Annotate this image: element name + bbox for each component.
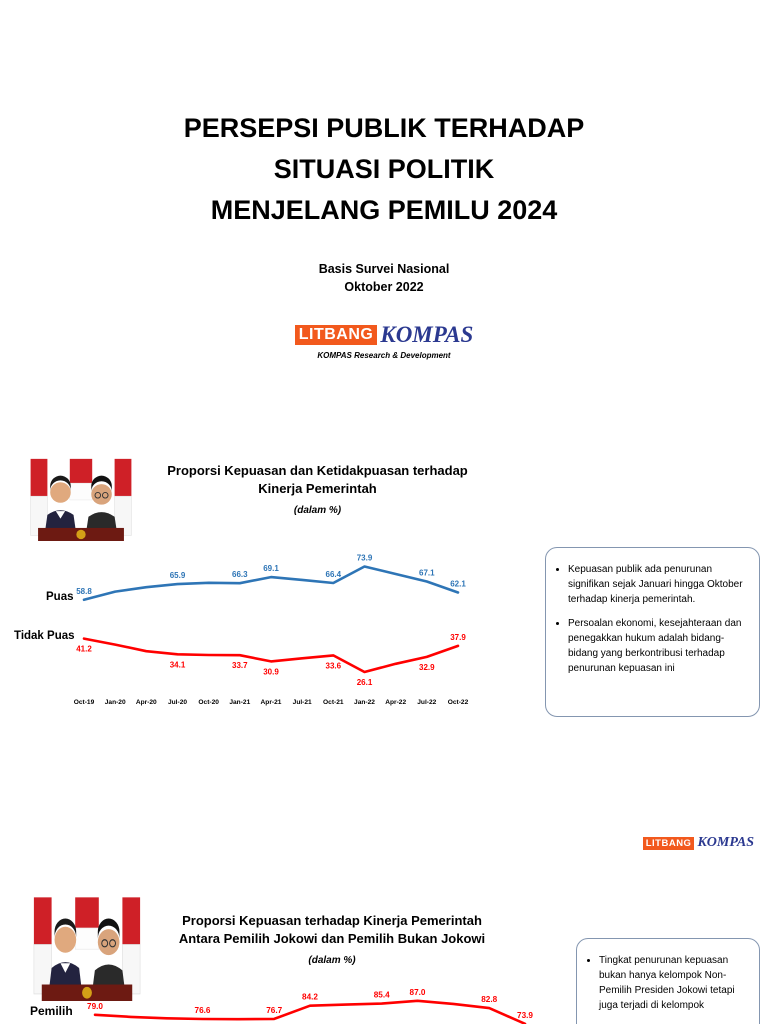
svg-text:87.0: 87.0	[410, 988, 426, 997]
svg-text:Oct-22: Oct-22	[448, 699, 469, 706]
svg-text:Jul-20: Jul-20	[168, 699, 187, 706]
satisfaction-line-chart: 58.8 65.9 66.3 69.1 66.4 73.9 67.1 62.1 41.2 34.1…	[74, 554, 469, 707]
cover-subtitle-line: Basis Survei Nasional	[318, 262, 450, 276]
note-item: Kepuasan publik ada penurunan signifikan…	[568, 562, 749, 607]
svg-text:85.4: 85.4	[374, 991, 390, 1000]
voters-chart-title: Proporsi Kepuasan terhadap Kinerja Pemer…	[148, 912, 516, 970]
note-item: Persoalan ekonomi, kesejahteraan dan pen…	[568, 616, 749, 676]
voters-note-box: Tingkat penurunan kepuasan bukan hanya k…	[576, 938, 760, 1024]
satisfaction-note-box: Kepuasan publik ada penurunan signifikan…	[545, 547, 760, 717]
svg-text:65.9: 65.9	[170, 571, 186, 580]
svg-text:Jan-21: Jan-21	[229, 699, 250, 706]
cover-title-line: PERSEPSI PUBLIK TERHADAP	[183, 113, 585, 143]
svg-text:41.2: 41.2	[76, 645, 92, 654]
svg-text:79.0: 79.0	[87, 1002, 103, 1011]
litbang-kompas-logo: LITBANG KOMPAS KOMPAS Research & Develop…	[0, 322, 768, 360]
litbang-logo-mark: LITBANG	[642, 836, 695, 850]
chart-title-line: Kinerja Pemerintah	[258, 481, 377, 496]
svg-text:32.9: 32.9	[419, 663, 435, 672]
svg-text:Oct-19: Oct-19	[74, 699, 95, 706]
svg-text:Jul-22: Jul-22	[417, 699, 436, 706]
svg-text:Jan-22: Jan-22	[354, 699, 375, 706]
svg-text:Apr-20: Apr-20	[136, 699, 157, 706]
cover-title-line: SITUASI POLITIK	[273, 154, 495, 184]
puas-series-label: Puas	[46, 591, 74, 603]
jokowi-maruf-illustration	[33, 897, 141, 1001]
svg-text:82.8: 82.8	[481, 995, 497, 1004]
tidak-puas-series-label: Tidak Puas	[14, 630, 75, 642]
jokowi-maruf-illustration	[30, 458, 132, 541]
cover-title: PERSEPSI PUBLIK TERHADAP SITUASI POLITIK…	[0, 108, 768, 231]
svg-text:66.3: 66.3	[232, 570, 248, 579]
logo-tagline: KOMPAS Research & Development	[317, 351, 451, 360]
voters-line-chart: 79.0 76.6 76.7 84.2 85.4 87.0 82.8 73.9	[87, 988, 533, 1024]
svg-text:Jul-21: Jul-21	[293, 699, 312, 706]
svg-text:67.1: 67.1	[419, 569, 435, 578]
chart-title-line: Proporsi Kepuasan dan Ketidakpuasan terh…	[167, 463, 468, 478]
chart-subtitle: (dalam %)	[293, 505, 342, 516]
svg-text:73.9: 73.9	[357, 554, 373, 563]
svg-text:Oct-21: Oct-21	[323, 699, 344, 706]
svg-text:58.8: 58.8	[76, 587, 92, 596]
svg-text:34.1: 34.1	[170, 660, 186, 669]
chart-title-line: Proporsi Kepuasan terhadap Kinerja Pemer…	[182, 913, 482, 928]
svg-text:84.2: 84.2	[302, 993, 318, 1002]
svg-text:76.6: 76.6	[195, 1006, 211, 1015]
cover-subtitle-line: Oktober 2022	[344, 280, 424, 294]
svg-text:33.7: 33.7	[232, 661, 248, 670]
kompas-wordmark: KOMPAS	[697, 835, 754, 850]
svg-text:33.6: 33.6	[326, 661, 342, 670]
svg-text:Apr-22: Apr-22	[385, 699, 406, 706]
satisfaction-chart-title: Proporsi Kepuasan dan Ketidakpuasan terh…	[140, 462, 495, 520]
cover-subtitle: Basis Survei Nasional Oktober 2022	[0, 260, 768, 296]
svg-text:73.9: 73.9	[517, 1011, 533, 1020]
kompas-wordmark: KOMPAS	[380, 322, 474, 347]
svg-text:69.1: 69.1	[263, 564, 279, 573]
svg-text:Apr-21: Apr-21	[261, 699, 282, 706]
svg-text:30.9: 30.9	[263, 667, 279, 676]
chart-subtitle: (dalam %)	[308, 955, 356, 966]
svg-text:76.7: 76.7	[266, 1006, 282, 1015]
chart-title-line: Antara Pemilih Jokowi dan Pemilih Bukan …	[178, 931, 486, 946]
svg-text:Jan-20: Jan-20	[105, 699, 126, 706]
svg-text:37.9: 37.9	[450, 633, 466, 642]
cover-title-line: MENJELANG PEMILU 2024	[210, 195, 558, 225]
pemilih-series-label: Pemilih	[30, 1004, 73, 1018]
svg-text:26.1: 26.1	[357, 678, 373, 687]
note-item: Tingkat penurunan kepuasan bukan hanya k…	[599, 953, 749, 1013]
svg-text:66.4: 66.4	[326, 570, 342, 579]
litbang-logo-mark: LITBANG	[294, 325, 378, 345]
svg-text:62.1: 62.1	[450, 580, 466, 589]
svg-text:Oct-20: Oct-20	[198, 699, 219, 706]
litbang-kompas-logo-small: LITBANG KOMPAS	[642, 835, 754, 851]
